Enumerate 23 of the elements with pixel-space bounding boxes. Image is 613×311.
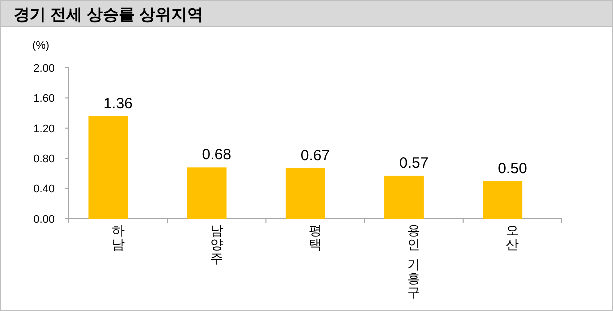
x-tick-label: 남양주 xyxy=(210,223,224,266)
y-tick-label: 1.60 xyxy=(34,93,55,106)
y-tick-label: 1.20 xyxy=(34,123,55,136)
chart-title: 경기 전세 상승률 상위지역 xyxy=(14,7,204,24)
data-label: 0.67 xyxy=(300,147,330,164)
bar xyxy=(384,176,424,219)
y-tick-label: 0.00 xyxy=(34,214,55,226)
bar xyxy=(88,116,128,219)
bar xyxy=(187,168,227,219)
y-axis-title: (%) xyxy=(32,40,50,52)
x-tick-label: 오산 xyxy=(506,223,520,252)
data-label: 0.68 xyxy=(202,146,232,164)
data-label: 1.36 xyxy=(104,95,133,112)
y-tick-label: 0.40 xyxy=(34,184,55,196)
x-tick-label: 용인 기흥구 xyxy=(408,223,421,300)
bar xyxy=(286,168,326,219)
x-tick-label: 평택 xyxy=(309,223,322,252)
data-label: 0.57 xyxy=(400,154,429,172)
y-tick-label: 2.00 xyxy=(34,62,55,75)
x-tick-label: 하남 xyxy=(112,223,125,252)
y-tick-label: 0.80 xyxy=(34,153,55,166)
data-label: 0.50 xyxy=(498,160,528,178)
bar xyxy=(483,181,523,219)
